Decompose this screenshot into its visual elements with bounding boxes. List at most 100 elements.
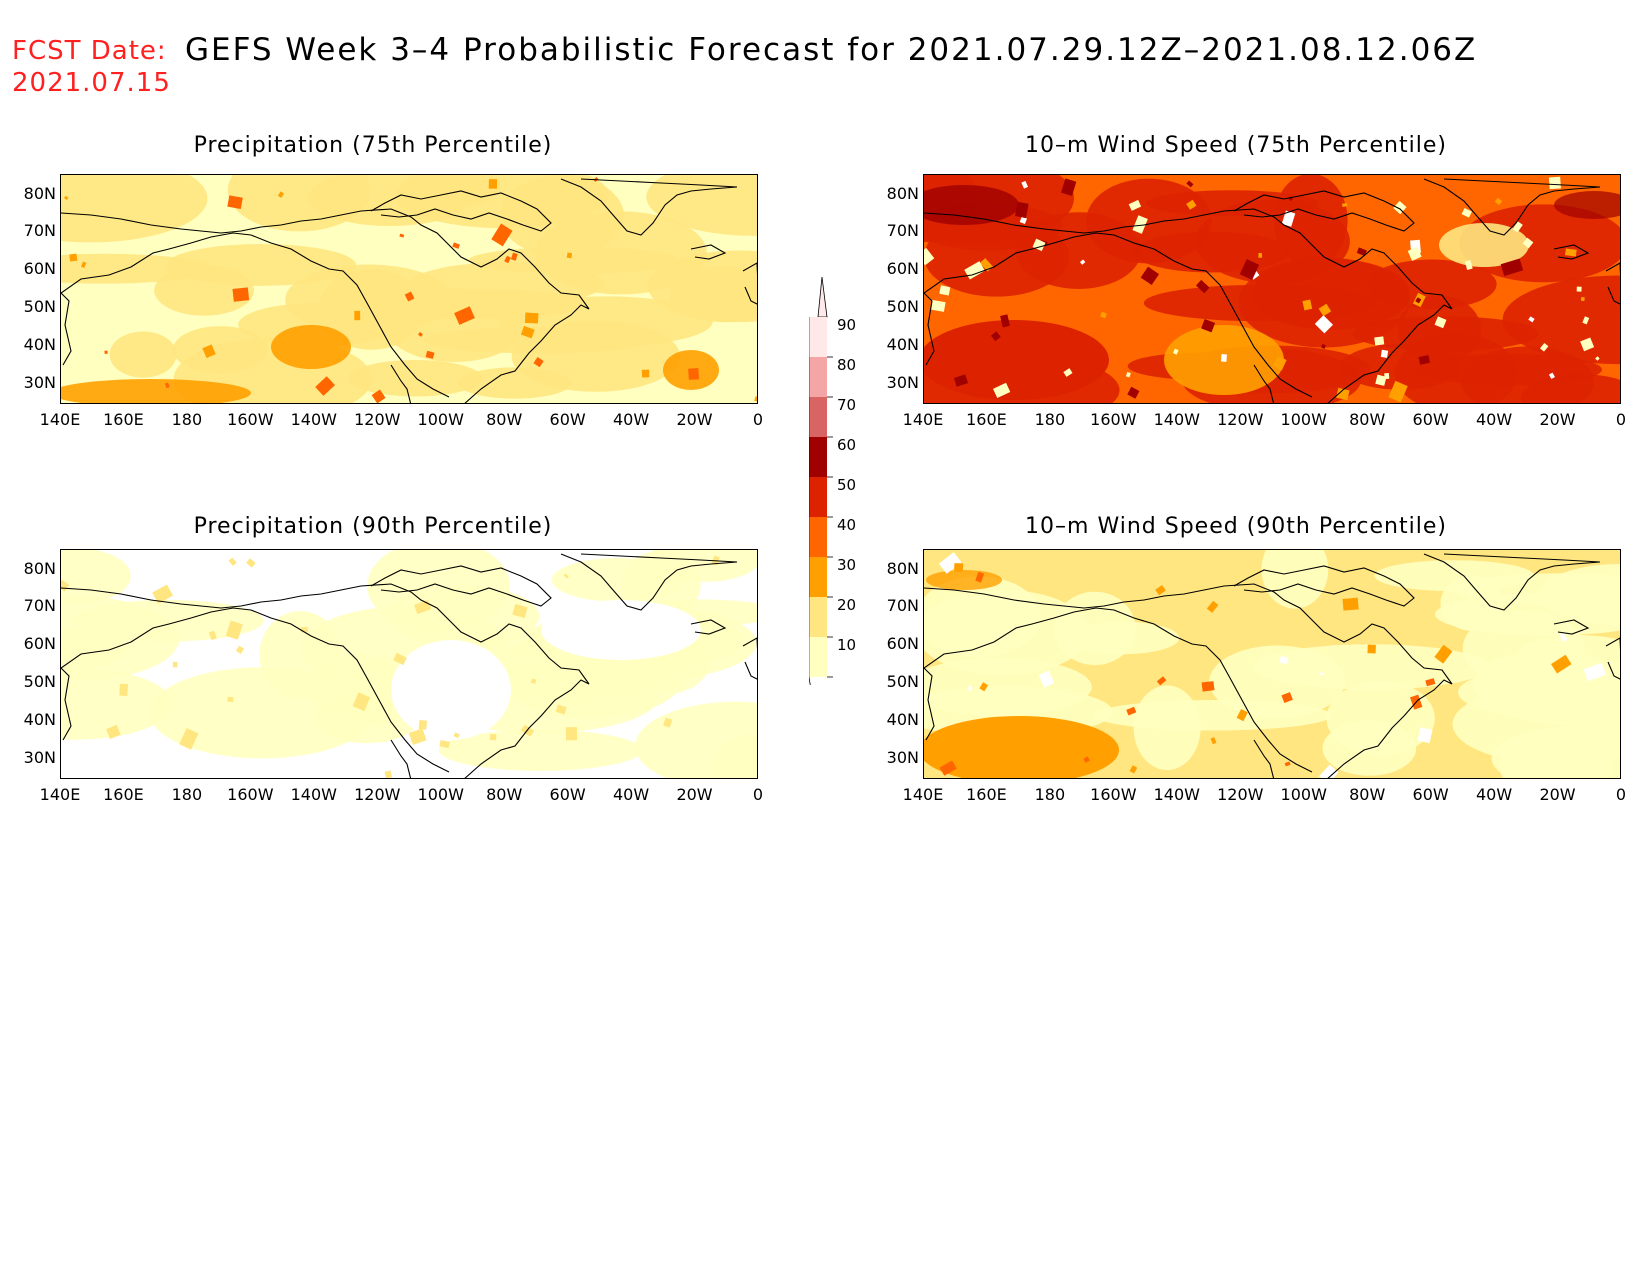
colorbar-swatch [809,397,827,437]
lon-tick-label: 20W [676,410,713,429]
lat-tick-label: 30N [23,373,56,392]
lat-tick-label: 30N [886,373,919,392]
lat-tick-label: 40N [886,335,919,354]
lat-tick-label: 70N [23,596,56,615]
coastline-0 [61,607,450,773]
lon-tick-label: 140E [39,410,81,429]
coastline-0 [924,607,1313,773]
lat-tick-label: 80N [886,559,919,578]
lon-tick-label: 140E [902,785,944,804]
coastline-5 [742,637,757,680]
lat-tick-label: 40N [886,710,919,729]
coastline-3 [370,565,552,607]
coastline-2 [1423,178,1601,236]
map-precip90-field [61,550,757,778]
coastline-3 [1233,565,1415,607]
lon-tick-label: 180 [171,410,203,429]
map-precip75-field [61,175,757,403]
lat-tick-label: 80N [23,184,56,203]
panel-title-wind75: 10–m Wind Speed (75th Percentile) [1025,133,1447,158]
coastline-7 [1253,364,1275,403]
coastline-6 [924,292,935,366]
colorbar-swatch [809,357,827,397]
lon-tick-label: 0 [1615,785,1627,804]
lat-tick-label: 40N [23,710,56,729]
colorbar-swatch [809,597,827,637]
map-wind90 [923,549,1621,779]
lat-tick-label: 60N [886,259,919,278]
coastline-2 [1423,553,1601,611]
lon-tick-label: 120W [1217,785,1264,804]
lon-tick-label: 180 [171,785,203,804]
lat-tick-label: 60N [23,634,56,653]
colorbar-level-label: 50 [837,476,857,494]
lon-tick-label: 60W [1412,785,1449,804]
coastline-0 [61,232,450,398]
colorbar-swatch [809,317,827,357]
lon-tick-label: 160W [1090,410,1137,429]
lon-tick-label: 80W [486,410,523,429]
lon-tick-label: 140W [1153,785,1200,804]
coastline-2 [560,178,738,236]
colorbar-swatch [809,517,827,557]
lon-tick-label: 160E [966,410,1007,429]
colorbar-level-label: 60 [837,436,857,454]
coastline-4 [1553,244,1590,260]
coastline-7 [390,739,412,778]
lon-tick-label: 20W [1539,410,1576,429]
lat-tick-label: 70N [886,221,919,240]
coastline-6 [61,667,72,741]
lon-tick-label: 160W [227,785,274,804]
coastline-4 [1553,619,1590,635]
colorbar-swatch [809,557,827,597]
lon-tick-label: 180 [1034,785,1066,804]
lat-tick-label: 30N [23,748,56,767]
lat-tick-label: 40N [23,335,56,354]
lon-tick-label: 160W [227,410,274,429]
lon-tick-label: 40W [1475,410,1513,429]
lon-tick-label: 140W [1153,410,1200,429]
coastline-3 [1233,190,1415,232]
lon-tick-label: 140W [290,410,337,429]
coastline-3 [370,190,552,232]
coastline-4 [690,619,727,635]
coastline-1 [924,583,1453,778]
lon-tick-label: 140E [39,785,81,804]
coastline-5 [742,262,757,305]
colorbar-swatch [809,637,827,677]
lon-tick-label: 180 [1034,410,1066,429]
lat-tick-label: 50N [886,297,919,316]
lon-tick-label: 100W [417,785,464,804]
coastline-4 [690,244,727,260]
coastline-5 [1605,637,1620,680]
lat-tick-label: 80N [886,184,919,203]
colorbar-level-label: 40 [837,516,857,534]
map-precip90 [60,549,758,779]
lat-tick-label: 80N [23,559,56,578]
colorbar-swatch [809,477,827,517]
panel-title-precip75: Precipitation (75th Percentile) [193,133,553,158]
lon-tick-label: 20W [1539,785,1576,804]
fcst-date-value: 2021.07.15 [12,68,171,98]
lon-tick-label: 100W [1280,410,1327,429]
lon-tick-label: 20W [676,785,713,804]
lon-tick-label: 160E [103,410,144,429]
lon-tick-label: 60W [549,410,586,429]
lat-tick-label: 50N [23,672,56,691]
coastline-1 [61,208,590,403]
lon-tick-label: 40W [612,785,650,804]
lon-tick-label: 80W [486,785,523,804]
lon-tick-label: 140W [290,785,337,804]
colorbar: 90 80 70 60 50 40 30 20 10 [808,275,879,718]
page-title: GEFS Week 3–4 Probabilistic Forecast for… [185,32,1478,68]
lon-tick-label: 80W [1349,785,1386,804]
coastline-7 [1253,739,1275,778]
fcst-date-label: FCST Date: [12,36,167,66]
colorbar-level-label: 80 [837,356,857,374]
coastline-6 [924,667,935,741]
lon-tick-label: 100W [1280,785,1327,804]
map-precip75 [60,174,758,404]
lon-tick-label: 40W [1475,785,1513,804]
colorbar-level-label: 90 [837,316,857,334]
colorbar-level-label: 20 [837,596,857,614]
